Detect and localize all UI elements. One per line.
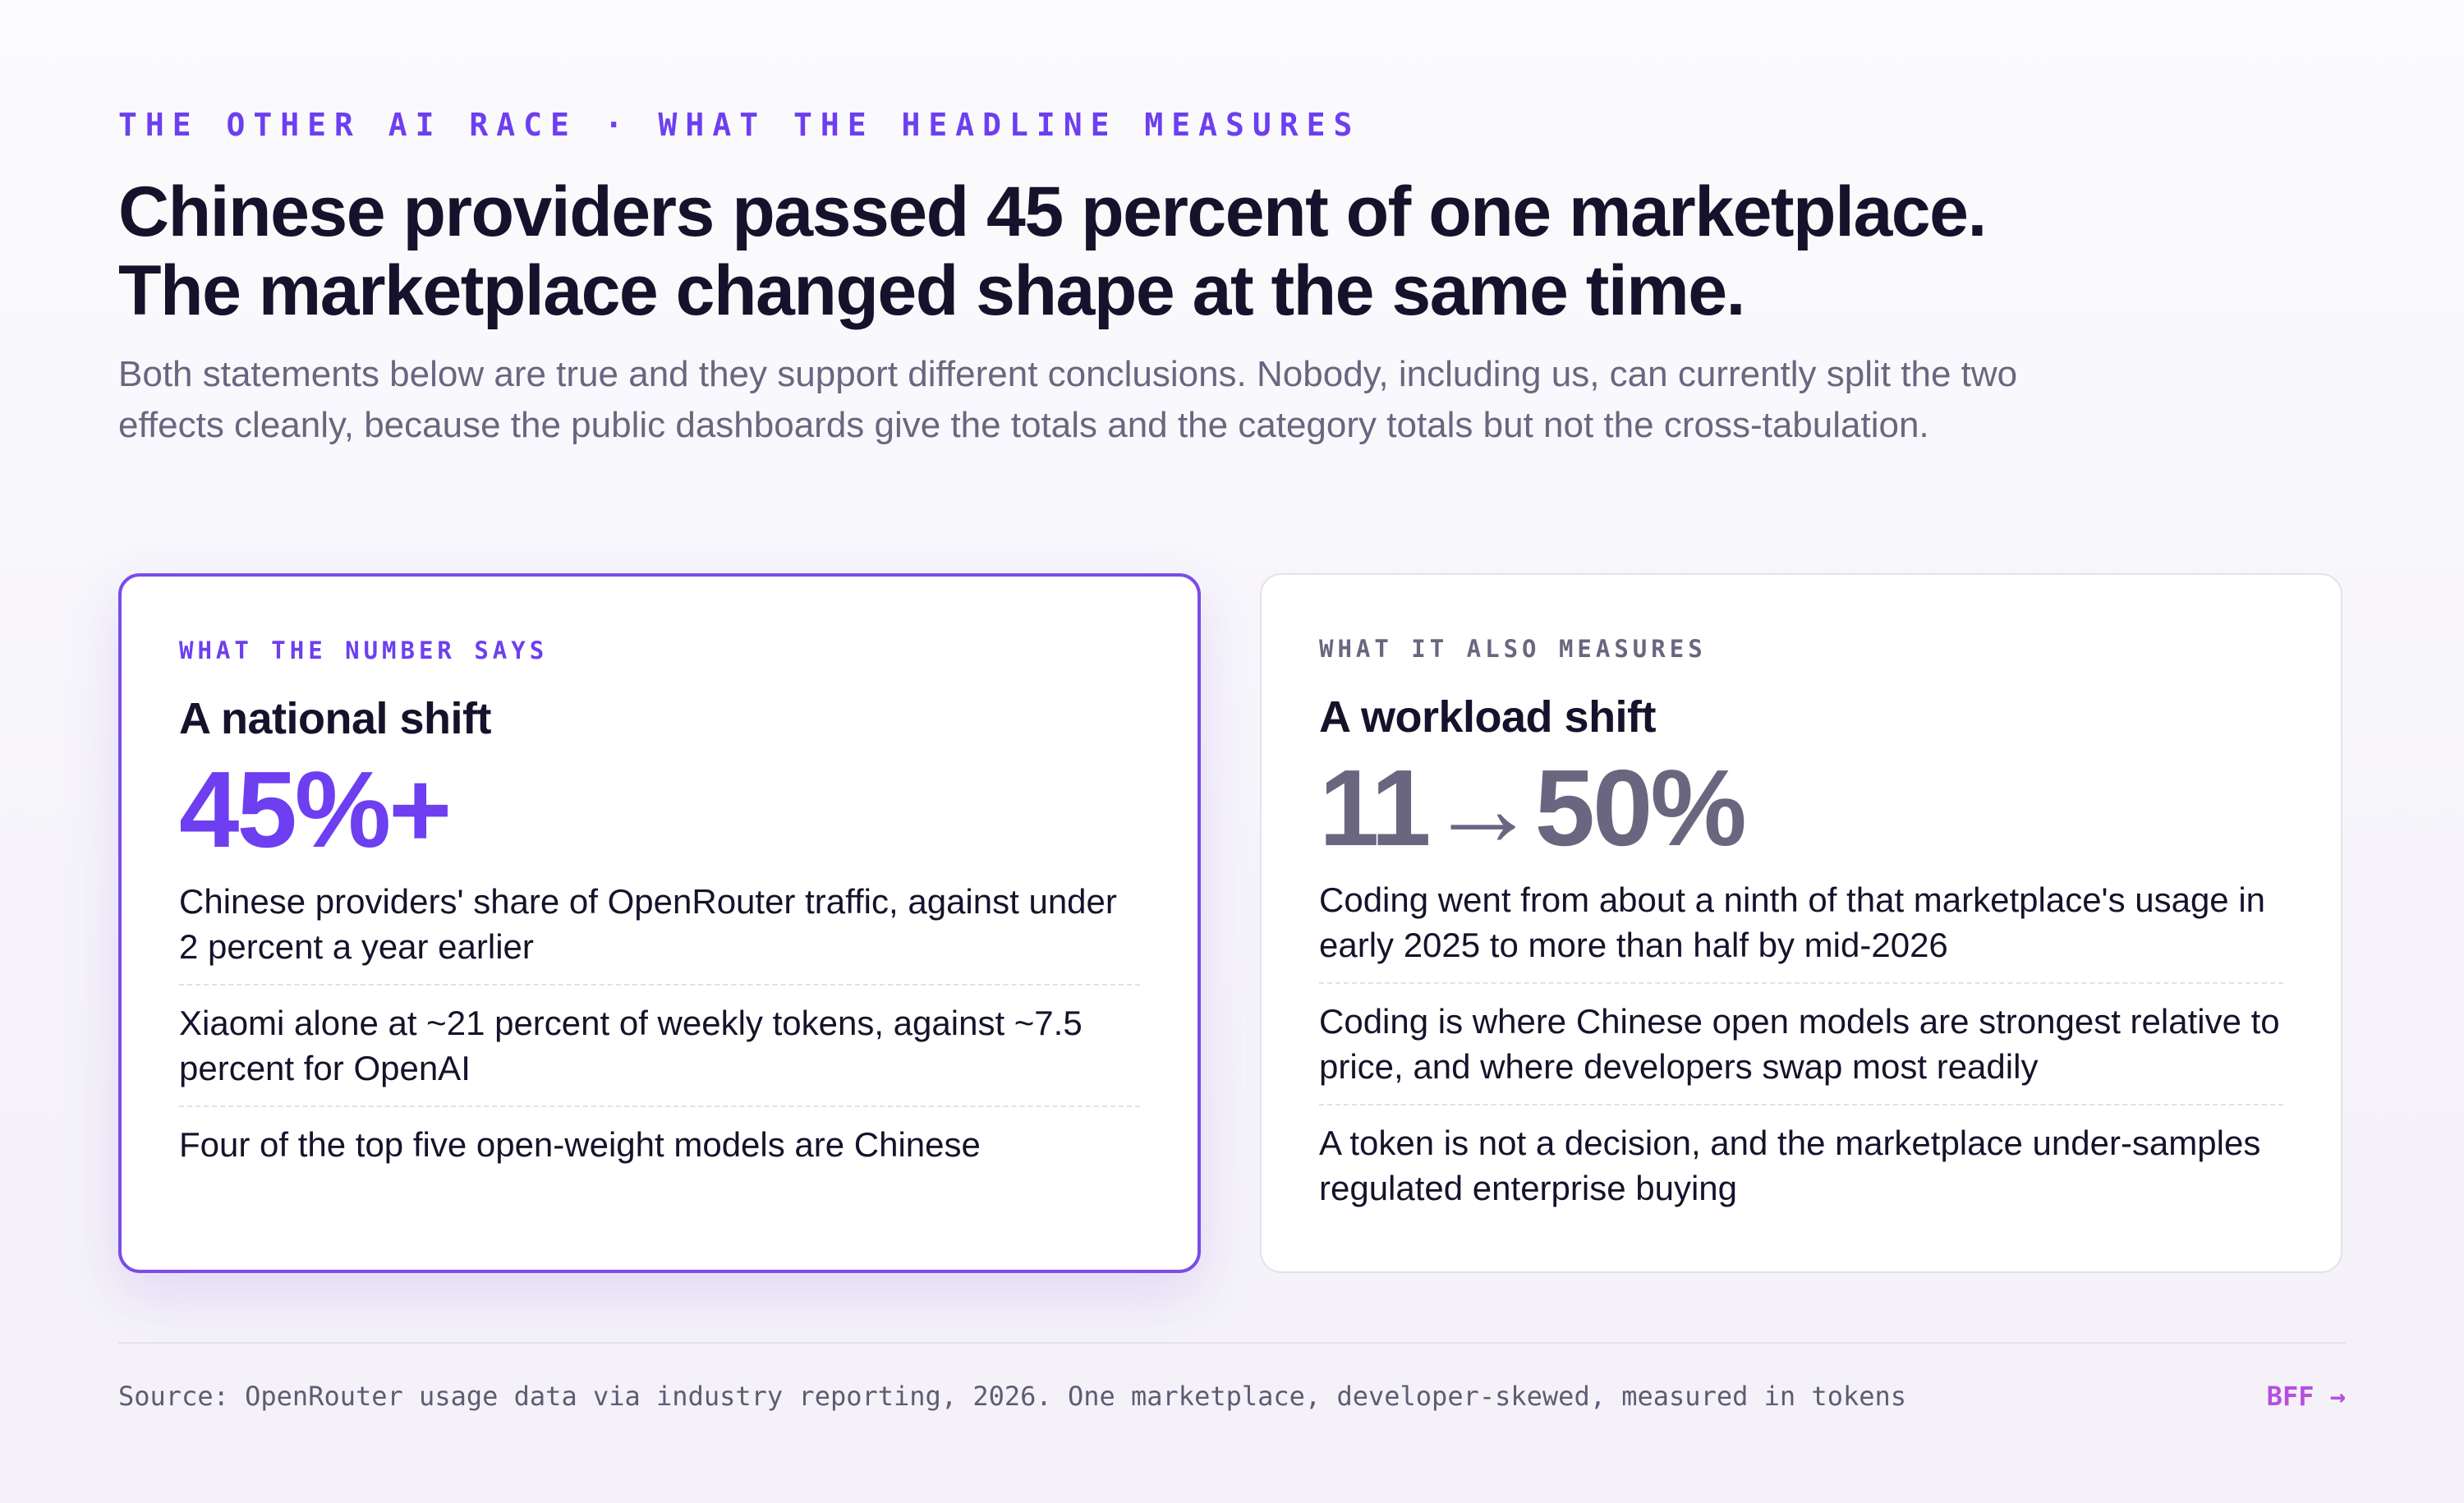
list-item: A token is not a decision, and the marke… (1319, 1124, 2261, 1207)
card-kicker: WHAT THE NUMBER SAYS (179, 637, 549, 664)
headline-line-2: The marketplace changed shape at the sam… (118, 251, 1745, 330)
list-item: Xiaomi alone at ~21 percent of weekly to… (179, 986, 1140, 1107)
section-kicker: THE OTHER AI RACE · WHAT THE HEADLINE ME… (118, 107, 1361, 143)
list-item: Coding went from about a ninth of that m… (1319, 877, 2283, 984)
point-list: Coding went from about a ninth of that m… (1319, 877, 2283, 1225)
big-stat: 11→50% (1319, 747, 1747, 868)
big-stat: 45%+ (179, 749, 452, 870)
list-item: Coding is where Chinese open models are … (1319, 984, 2283, 1105)
card-kicker: WHAT IT ALSO MEASURES (1319, 635, 1707, 663)
list-item: Chinese providers' share of OpenRouter t… (179, 879, 1140, 986)
card-workload-shift: WHAT IT ALSO MEASURES A workload shift 1… (1260, 573, 2342, 1273)
card-title: A national shift (179, 694, 492, 743)
brand-link[interactable]: BFF → (2266, 1381, 2346, 1412)
page: THE OTHER AI RACE · WHAT THE HEADLINE ME… (118, 0, 2346, 1503)
card-national-shift: WHAT THE NUMBER SAYS A national shift 45… (118, 573, 1201, 1273)
subheading: Both statements below are true and they … (118, 354, 2018, 445)
headline-line-1: Chinese providers passed 45 percent of o… (118, 172, 1987, 251)
page-title: Chinese providers passed 45 percent of o… (118, 172, 2254, 330)
footer-divider (118, 1342, 2346, 1344)
list-item: Four of the top five open-weight models … (179, 1125, 981, 1164)
point-list: Chinese providers' share of OpenRouter t… (179, 879, 1140, 1182)
source-note: Source: OpenRouter usage data via indust… (118, 1381, 1907, 1412)
card-title: A workload shift (1319, 692, 1657, 742)
